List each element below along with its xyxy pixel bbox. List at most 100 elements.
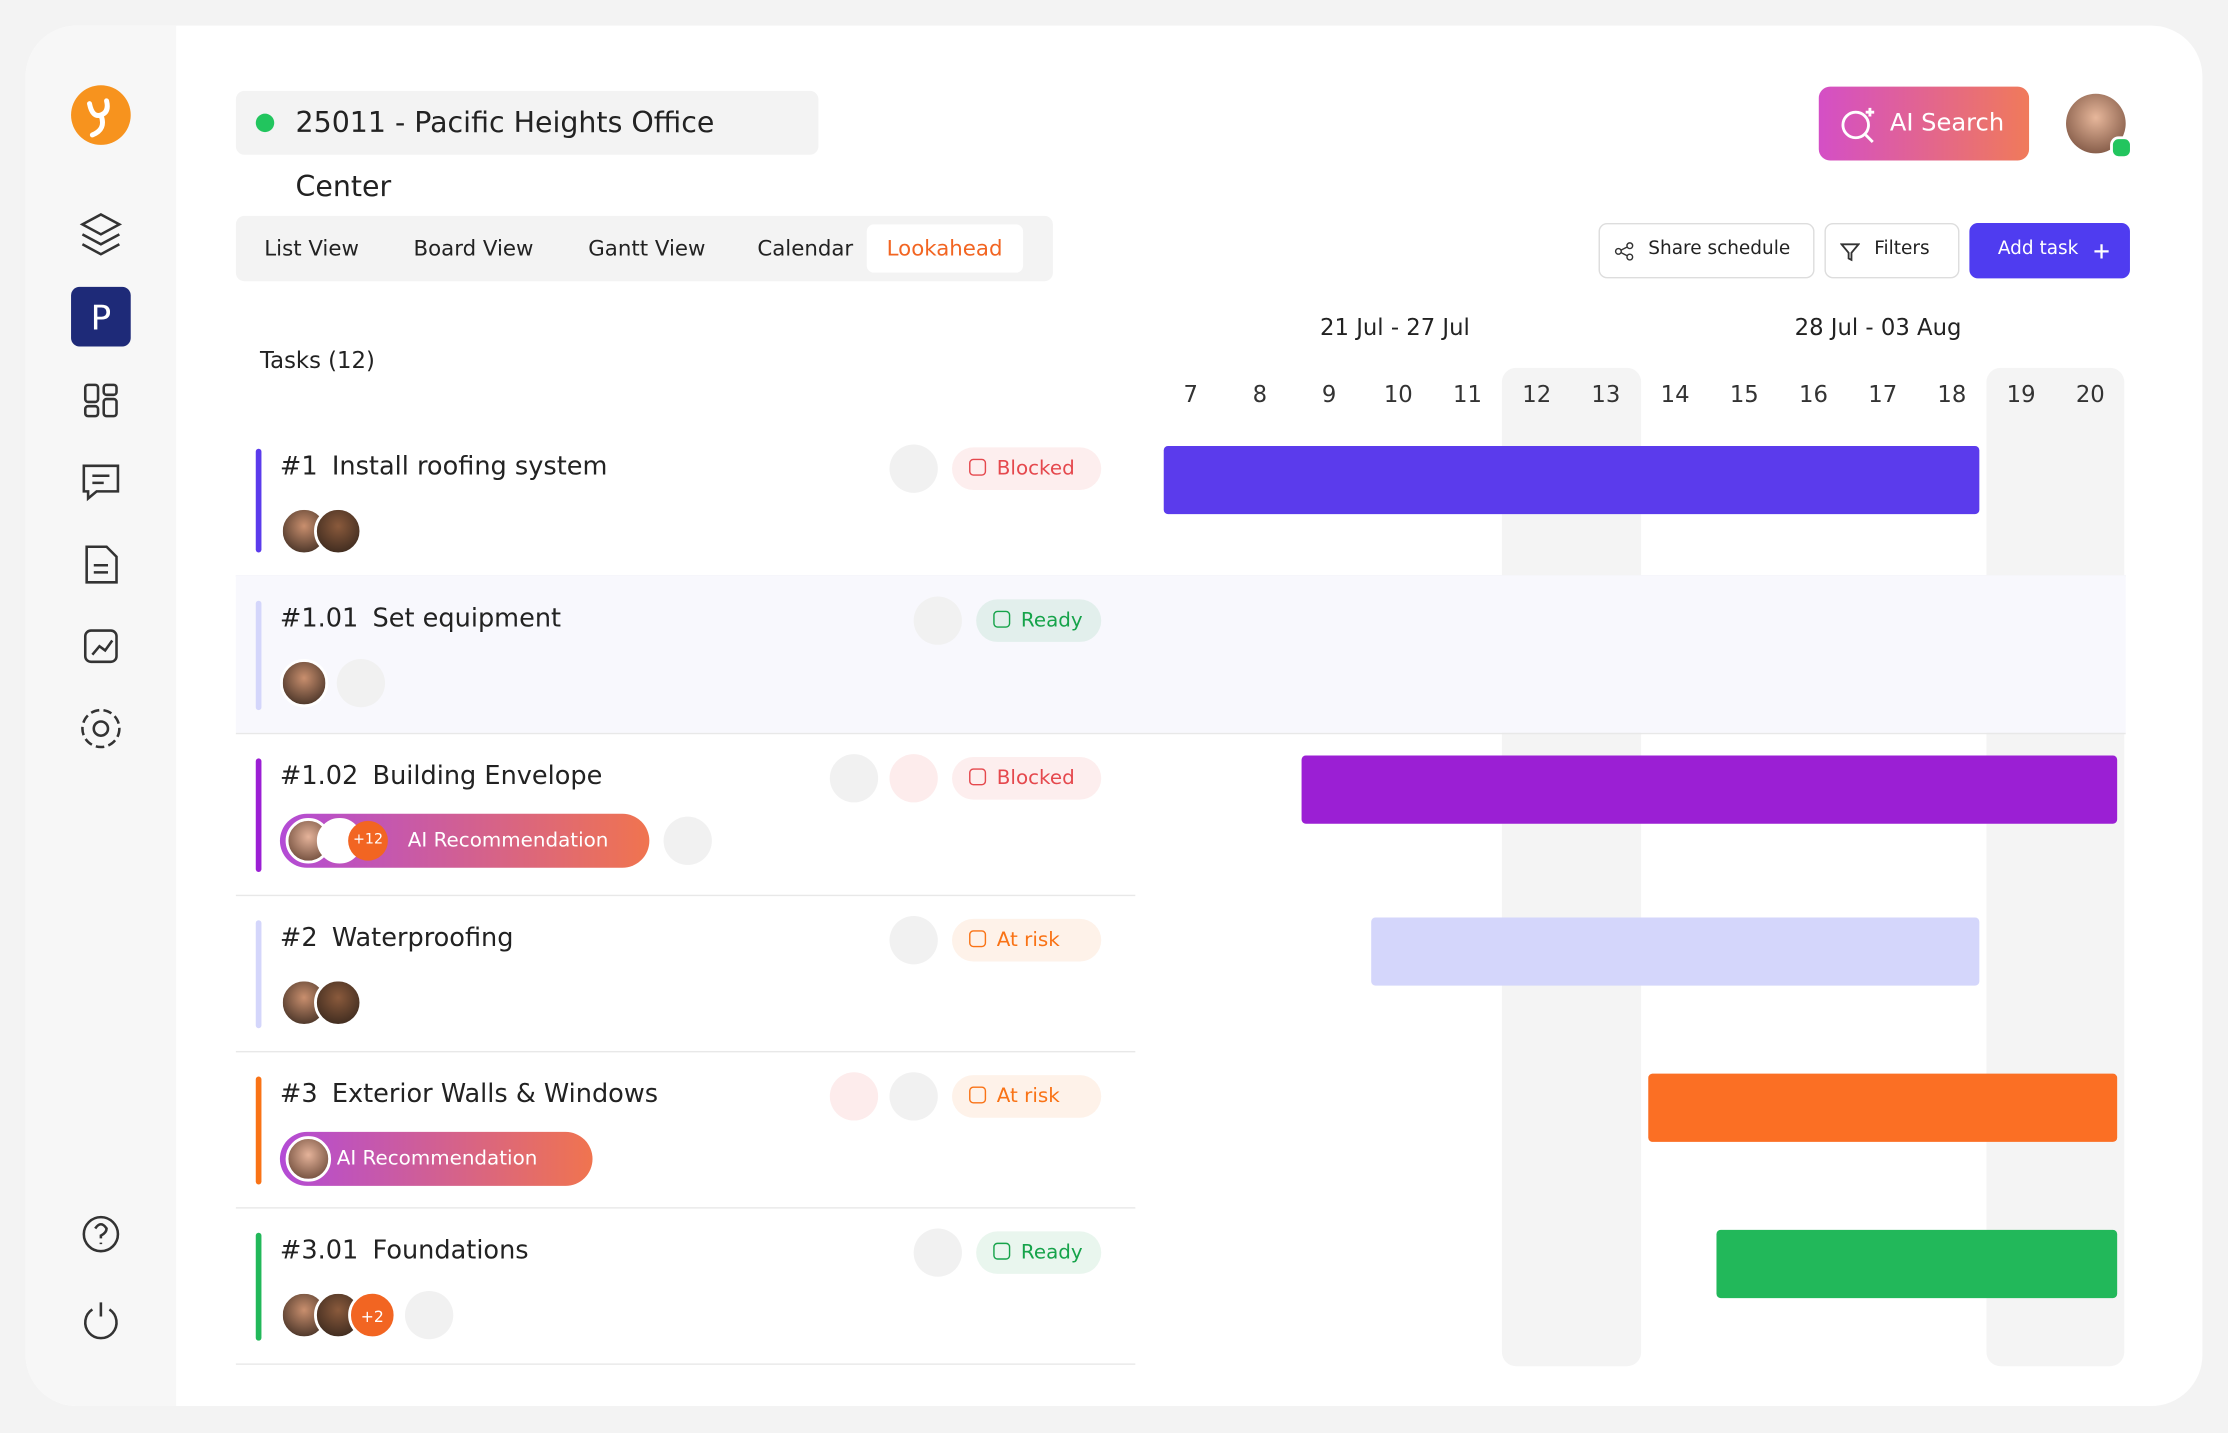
task-name: Set equipment bbox=[372, 603, 562, 634]
day-label: 15 bbox=[1729, 380, 1759, 408]
gantt-bar[interactable] bbox=[1716, 1229, 2118, 1299]
more-count: +12 bbox=[348, 820, 388, 861]
status-label: Ready bbox=[1020, 609, 1083, 632]
task-action[interactable] bbox=[912, 596, 962, 645]
day-label: 12 bbox=[1522, 380, 1552, 408]
view-tab[interactable]: List View bbox=[264, 235, 359, 262]
ai-recommendation[interactable]: +12 AI Recommendation bbox=[279, 813, 650, 868]
logo-mark bbox=[87, 98, 110, 138]
status-badge: At risk bbox=[951, 1075, 1102, 1118]
task-action[interactable] bbox=[888, 916, 938, 965]
task-id: #2 bbox=[279, 923, 318, 953]
row-divider bbox=[235, 1363, 1136, 1365]
task-action[interactable] bbox=[888, 444, 938, 493]
row-highlight bbox=[235, 575, 2126, 733]
toolbar-button[interactable]: Filters bbox=[1824, 222, 1960, 279]
settings-icon bbox=[92, 720, 110, 737]
view-tab[interactable]: Board View bbox=[413, 235, 534, 262]
task-id: #1.02 bbox=[279, 761, 359, 792]
task-title: #1.02 Building Envelope bbox=[280, 761, 602, 791]
gantt-bar[interactable] bbox=[1370, 917, 1980, 986]
status-badge: At risk bbox=[951, 918, 1102, 962]
row-divider bbox=[235, 732, 2126, 735]
button-label: Add task bbox=[1997, 238, 2079, 260]
task-title: #2 Waterproofing bbox=[280, 923, 514, 953]
status-icon bbox=[968, 1086, 986, 1104]
toolbar-button[interactable]: Add task bbox=[1969, 222, 2130, 279]
ai-label: AI Recommendation bbox=[336, 1147, 538, 1171]
gantt-bar[interactable] bbox=[1647, 1073, 2118, 1142]
button-label: Filters bbox=[1874, 238, 1930, 260]
view-tab[interactable]: Lookahead bbox=[866, 224, 1023, 273]
chat-icon bbox=[82, 464, 120, 502]
task-id: #3.01 bbox=[279, 1235, 359, 1266]
status-icon bbox=[992, 610, 1010, 628]
row-stripe bbox=[255, 1232, 262, 1341]
avatar bbox=[285, 1136, 332, 1182]
ai-label: AI Recommendation bbox=[407, 829, 609, 853]
gantt-bar[interactable] bbox=[1163, 445, 1980, 515]
project-letter: P bbox=[91, 298, 112, 338]
task-action[interactable] bbox=[829, 1072, 878, 1121]
day-label: 11 bbox=[1453, 380, 1482, 408]
button-icon bbox=[1839, 240, 1861, 267]
status-badge: Blocked bbox=[951, 447, 1102, 490]
help-icon bbox=[82, 1215, 120, 1253]
task-action[interactable] bbox=[888, 1072, 938, 1121]
task-name: Install roofing system bbox=[331, 451, 608, 482]
equipment-icon[interactable] bbox=[404, 1290, 454, 1340]
nav-icons bbox=[79, 212, 123, 1340]
status-label: Blocked bbox=[996, 457, 1075, 481]
status-label: Blocked bbox=[996, 766, 1075, 790]
task-id: #1 bbox=[279, 451, 318, 482]
task-action[interactable] bbox=[888, 754, 938, 803]
equipment-icon[interactable] bbox=[336, 658, 386, 708]
row-stripe bbox=[255, 1076, 262, 1185]
chart-icon bbox=[83, 629, 118, 664]
row-divider bbox=[235, 894, 1136, 897]
status-badge: Blocked bbox=[951, 756, 1102, 800]
row-stripe bbox=[255, 920, 262, 1029]
day-label: 7 bbox=[1183, 380, 1198, 408]
task-action[interactable] bbox=[829, 754, 878, 803]
task-id: #3 bbox=[279, 1079, 318, 1110]
row-stripe bbox=[255, 600, 262, 711]
week-label: 28 Jul - 03 Aug bbox=[1794, 313, 1962, 341]
toolbar-button[interactable]: Share schedule bbox=[1598, 222, 1815, 279]
more-count: +2 bbox=[348, 1290, 397, 1340]
ai-search-button[interactable]: AI Search bbox=[1818, 86, 2030, 161]
ai-search-label: AI Search bbox=[1889, 109, 2005, 138]
task-name: Foundations bbox=[372, 1235, 529, 1266]
task-name: Exterior Walls & Windows bbox=[331, 1079, 659, 1110]
button-icon bbox=[2093, 241, 2113, 268]
status-label: At risk bbox=[996, 1085, 1060, 1108]
day-label: 16 bbox=[1799, 380, 1828, 408]
week-label: 21 Jul - 27 Jul bbox=[1320, 313, 1470, 341]
status-icon bbox=[992, 1242, 1010, 1260]
task-action[interactable] bbox=[912, 1228, 962, 1277]
row-divider bbox=[235, 1207, 1136, 1209]
view-tab[interactable]: Gantt View bbox=[588, 235, 706, 262]
grid-icon bbox=[83, 383, 100, 404]
layers-icon bbox=[79, 212, 123, 256]
equipment-icon[interactable] bbox=[663, 816, 712, 865]
ai-search-icon bbox=[1841, 107, 1875, 144]
power-icon bbox=[83, 1302, 118, 1340]
day-label: 17 bbox=[1868, 380, 1898, 408]
sidebar: P bbox=[25, 25, 177, 1407]
gantt-bar[interactable] bbox=[1301, 755, 2118, 824]
status-badge: Ready bbox=[975, 1231, 1102, 1274]
status-icon bbox=[968, 458, 986, 476]
button-label: Share schedule bbox=[1648, 238, 1791, 260]
view-tab[interactable]: Calendar bbox=[757, 235, 854, 262]
weekend-shade bbox=[1502, 367, 1641, 1367]
task-name: Waterproofing bbox=[331, 923, 514, 953]
day-label: 19 bbox=[2006, 380, 2036, 408]
day-label: 20 bbox=[2075, 380, 2105, 408]
ai-recommendation[interactable]: AI Recommendation bbox=[279, 1131, 593, 1186]
project-badge bbox=[71, 286, 131, 347]
status-badge: Ready bbox=[975, 599, 1102, 642]
task-id: #1.01 bbox=[279, 603, 359, 634]
